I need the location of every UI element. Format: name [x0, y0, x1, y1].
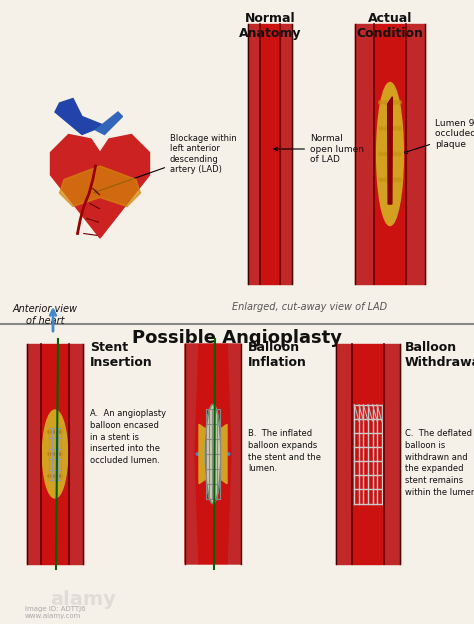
Text: Possible Angioplasty: Possible Angioplasty [132, 329, 342, 347]
Ellipse shape [42, 410, 68, 498]
Circle shape [54, 431, 56, 434]
Circle shape [59, 452, 62, 456]
Polygon shape [60, 166, 140, 207]
Text: B.  The inflated
balloon expands
the stent and the
lumen.: B. The inflated balloon expands the sten… [248, 429, 321, 474]
Polygon shape [51, 135, 149, 238]
Polygon shape [406, 24, 425, 284]
Circle shape [388, 100, 392, 104]
Circle shape [398, 152, 401, 156]
Circle shape [379, 178, 383, 182]
Circle shape [59, 475, 62, 477]
Circle shape [48, 431, 51, 434]
Polygon shape [195, 344, 231, 564]
Circle shape [393, 178, 397, 182]
Polygon shape [55, 99, 104, 135]
Circle shape [383, 127, 387, 130]
Polygon shape [185, 344, 199, 564]
Circle shape [54, 475, 56, 477]
Ellipse shape [377, 82, 403, 225]
Text: Enlarged, cut-away view of LAD: Enlarged, cut-away view of LAD [232, 302, 388, 312]
Polygon shape [352, 344, 384, 564]
Circle shape [398, 100, 401, 104]
Text: Blockage within
left anterior
descending
artery (LAD): Blockage within left anterior descending… [94, 134, 237, 193]
Circle shape [383, 178, 387, 182]
Text: Balloon
Withdrawal: Balloon Withdrawal [405, 341, 474, 369]
Ellipse shape [205, 404, 221, 504]
Polygon shape [384, 344, 400, 564]
Polygon shape [220, 424, 227, 484]
Circle shape [383, 152, 387, 156]
Circle shape [388, 178, 392, 182]
Circle shape [48, 475, 51, 477]
Polygon shape [336, 344, 352, 564]
Text: Anterior view
of heart: Anterior view of heart [12, 304, 78, 326]
Text: Stent
Insertion: Stent Insertion [90, 341, 153, 369]
Text: alamy: alamy [50, 590, 116, 609]
Circle shape [379, 127, 383, 130]
Polygon shape [280, 24, 292, 284]
Circle shape [393, 127, 397, 130]
Circle shape [393, 100, 397, 104]
Text: Lumen 90%
occluded by
plaque: Lumen 90% occluded by plaque [404, 119, 474, 154]
Polygon shape [27, 344, 41, 564]
Circle shape [398, 127, 401, 130]
Circle shape [379, 152, 383, 156]
Circle shape [54, 452, 56, 456]
Text: Image ID: ADTTJ6
www.alamy.com: Image ID: ADTTJ6 www.alamy.com [25, 606, 86, 619]
Polygon shape [248, 24, 260, 284]
Polygon shape [199, 424, 206, 484]
Circle shape [388, 127, 392, 130]
Circle shape [393, 152, 397, 156]
Text: C.  The deflated
balloon is
withdrawn and
the expanded
stent remains
within the : C. The deflated balloon is withdrawn and… [405, 429, 474, 497]
Circle shape [379, 100, 383, 104]
Polygon shape [41, 344, 69, 564]
Circle shape [59, 431, 62, 434]
Text: Actual
Condition: Actual Condition [356, 12, 423, 40]
Polygon shape [95, 112, 122, 135]
Text: Balloon
Inflation: Balloon Inflation [248, 341, 307, 369]
Polygon shape [388, 97, 392, 204]
Polygon shape [69, 344, 83, 564]
Circle shape [398, 178, 401, 182]
Polygon shape [355, 24, 374, 284]
Circle shape [48, 452, 51, 456]
Text: Normal
Anatomy: Normal Anatomy [239, 12, 301, 40]
Polygon shape [260, 24, 280, 284]
Text: A.  An angioplasty
balloon encased
in a stent is
inserted into the
occluded lume: A. An angioplasty balloon encased in a s… [90, 409, 166, 466]
Circle shape [383, 100, 387, 104]
Polygon shape [227, 344, 241, 564]
Circle shape [388, 152, 392, 156]
Polygon shape [374, 24, 406, 284]
Text: Normal
open lumen
of LAD: Normal open lumen of LAD [274, 134, 364, 164]
